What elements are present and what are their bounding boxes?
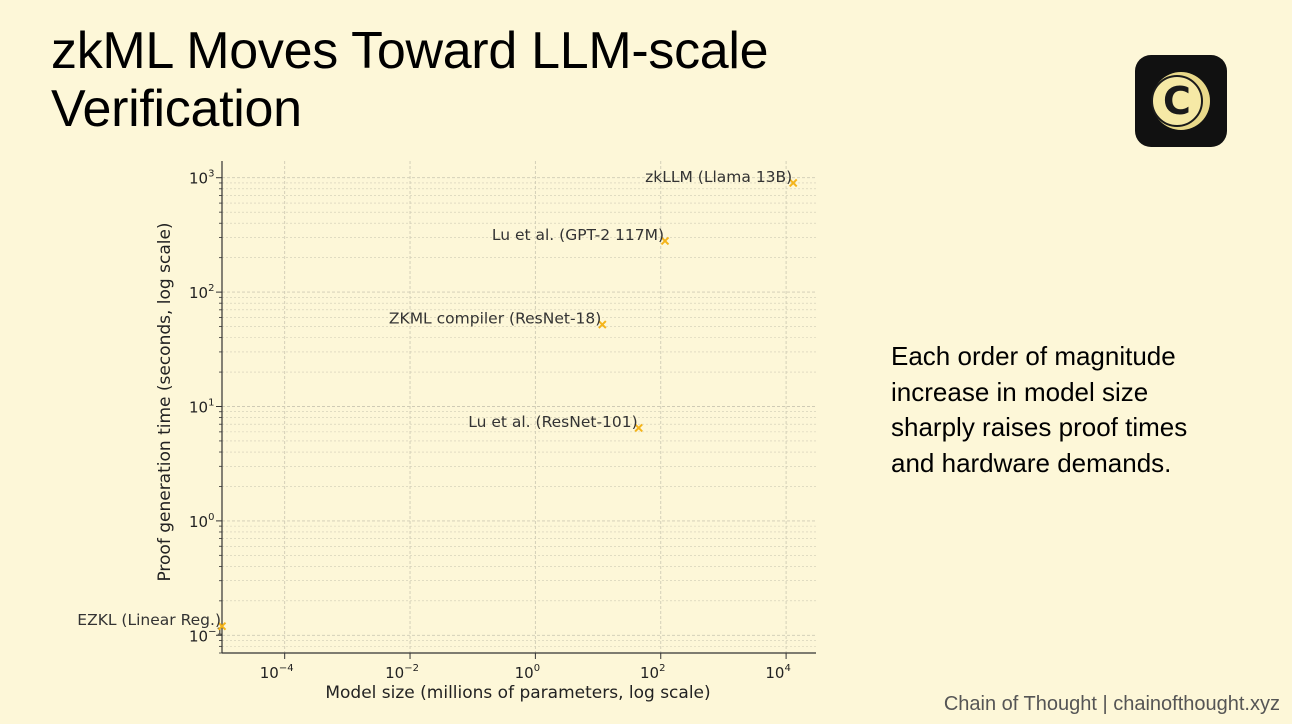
- chart-axes: [216, 161, 816, 659]
- y-tick-label: 102: [189, 283, 214, 302]
- data-point: ZKML compiler (ResNet-18): [389, 310, 607, 329]
- x-tick-label: 100: [515, 663, 540, 682]
- point-label: EZKL (Linear Reg.): [77, 611, 221, 629]
- x-axis-label: Model size (millions of parameters, log …: [325, 683, 710, 703]
- data-point: EZKL (Linear Reg.): [77, 611, 227, 631]
- x-tick-label: 104: [765, 663, 790, 682]
- data-point: Lu et al. (GPT-2 117M): [492, 226, 670, 246]
- footer-credit: Chain of Thought | chainofthought.xyz: [943, 693, 1280, 715]
- point-label: Lu et al. (ResNet-101): [468, 413, 637, 431]
- x-tick-label: 102: [640, 663, 665, 682]
- side-note-line: Each order of magnitude: [891, 341, 1176, 371]
- side-note-line: sharply raises proof times: [891, 412, 1188, 442]
- scatter-chart: 10−1 100 101 102 103 10−4 10−2 100 102 104 EZKL (…: [0, 150, 840, 710]
- point-label: ZKML compiler (ResNet-18): [389, 310, 601, 328]
- y-axis-label: Proof generation time (seconds, log scal…: [155, 222, 175, 581]
- point-marker: [660, 236, 670, 246]
- x-tick-label: 10−2: [385, 663, 419, 682]
- y-tick-label: 100: [189, 512, 214, 531]
- x-tick-label: 10−4: [260, 663, 294, 682]
- title-line-2: Verification: [51, 80, 302, 138]
- data-point: zkLLM (Llama 13B): [645, 168, 798, 188]
- grid-lines: [222, 161, 816, 654]
- coin-logo-icon: C: [1151, 72, 1210, 130]
- data-points: EZKL (Linear Reg.) ZKML compiler (ResNet-…: [77, 168, 798, 631]
- point-label: zkLLM (Llama 13B): [645, 168, 792, 186]
- title-line-1: zkML Moves Toward LLM-scale: [51, 22, 769, 80]
- logo-letter: C: [1163, 79, 1191, 123]
- point-marker: [598, 320, 607, 329]
- side-note-line: increase in model size: [891, 376, 1149, 407]
- data-point: Lu et al. (ResNet-101): [468, 413, 643, 433]
- brand-logo: C: [1135, 55, 1227, 147]
- side-note-line: and hardware demands.: [891, 447, 1172, 478]
- point-marker: [789, 178, 798, 188]
- side-note: Each order of magnitude increase in mode…: [891, 339, 1261, 481]
- y-tick-label: 101: [189, 397, 214, 416]
- slide-title: zkML Moves Toward LLM-scale Verification: [51, 22, 951, 138]
- y-tick-label: 103: [189, 169, 214, 188]
- point-marker: [634, 423, 643, 433]
- point-label: Lu et al. (GPT-2 117M): [492, 226, 664, 244]
- point-marker: [217, 622, 227, 631]
